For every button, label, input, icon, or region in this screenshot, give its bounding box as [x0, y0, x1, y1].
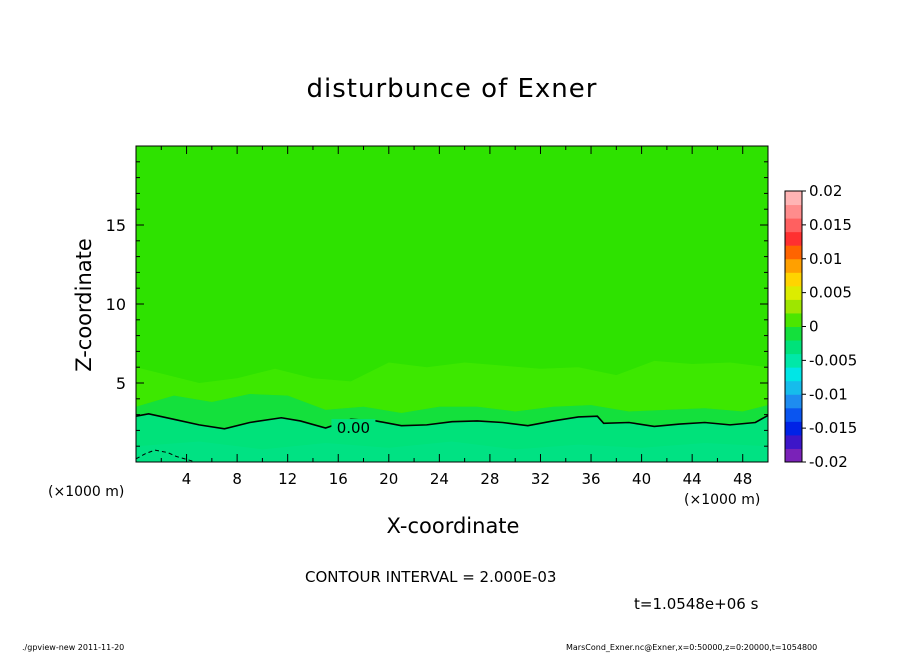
- colorbar-segment: [785, 245, 802, 260]
- colorbar-tick-label: 0.005: [809, 284, 852, 302]
- colorbar-tick-label: 0.015: [809, 216, 852, 234]
- band-light: [136, 360, 768, 414]
- x-tick-label: 20: [379, 470, 398, 488]
- contour-label-bg: [331, 419, 376, 436]
- footer-left: ./gpview-new 2011-11-20: [22, 643, 125, 652]
- x-axis-label: X-coordinate: [386, 514, 520, 538]
- x-tick-label: 24: [430, 470, 449, 488]
- x-tick-label: 40: [632, 470, 651, 488]
- colorbar-segment: [785, 204, 802, 219]
- colorbar-segment: [785, 448, 802, 463]
- x-tick-label: 36: [581, 470, 600, 488]
- colorbar-segment: [785, 353, 802, 368]
- contour-line-0: [135, 412, 769, 430]
- y-axis-label: Z-coordinate: [72, 238, 96, 372]
- colorbar-segment: [785, 258, 802, 273]
- colorbar-segment: [785, 434, 802, 449]
- colorbar-segment: [785, 326, 802, 341]
- contour-label: 0.00: [337, 419, 370, 437]
- y-tick-label: 5: [116, 374, 126, 393]
- x-tick-label: 48: [733, 470, 752, 488]
- footer-right: MarsCond_Exner.nc@Exner,x=0:50000,z=0:20…: [566, 643, 818, 652]
- colorbar-segment: [785, 380, 802, 395]
- contour-interval-text: CONTOUR INTERVAL = 2.000E-03: [305, 568, 557, 586]
- colorbar-segment: [785, 191, 802, 206]
- colorbar-tick-label: -0.01: [809, 385, 848, 403]
- x-tick-label: 28: [480, 470, 499, 488]
- colorbar-tick-label: 0: [809, 318, 819, 336]
- x-tick-label: 32: [531, 470, 550, 488]
- y-tick-label: 10: [106, 295, 126, 314]
- colorbar-tick-label: 0.02: [809, 182, 842, 200]
- x-unit-label-right: (×1000 m): [684, 492, 761, 508]
- colorbar-segment: [785, 340, 802, 355]
- colorbar-segment: [785, 394, 802, 409]
- chart-title: disturbunce of Exner: [306, 74, 598, 104]
- colorbar-segment: [785, 285, 802, 300]
- colorbar-segment: [785, 367, 802, 382]
- colorbar-segment: [785, 407, 802, 422]
- colorbar-segment: [785, 231, 802, 246]
- y-tick-label: 15: [106, 216, 126, 235]
- colorbar-segment: [785, 421, 802, 436]
- band-bottom: [136, 441, 768, 462]
- colorbar-segment: [785, 272, 802, 287]
- x-unit-label-left: (×1000 m): [48, 484, 125, 500]
- colorbar-tick-label: 0.01: [809, 250, 842, 268]
- colorbar-tick-label: -0.005: [809, 351, 857, 369]
- colorbar-tick-label: -0.015: [809, 419, 857, 437]
- colorbar-segment: [785, 218, 802, 233]
- colorbar-segment: [785, 299, 802, 314]
- time-label: t=1.0548e+06 s: [634, 595, 759, 613]
- colorbar-tick-label: -0.02: [809, 453, 848, 471]
- x-tick-label: 12: [278, 470, 297, 488]
- x-tick-label: 16: [329, 470, 348, 488]
- contour-line-1: [135, 449, 194, 462]
- colorbar-segment: [785, 312, 802, 327]
- x-tick-label: 44: [683, 470, 702, 488]
- x-tick-label: 8: [232, 470, 242, 488]
- x-tick-label: 4: [182, 470, 192, 488]
